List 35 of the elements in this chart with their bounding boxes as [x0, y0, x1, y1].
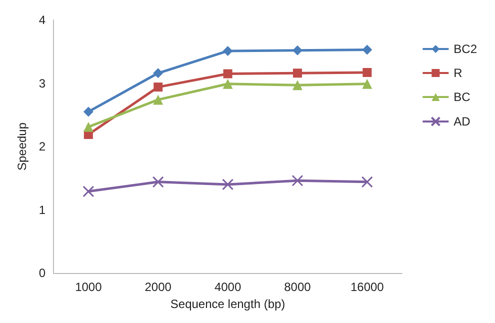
point: [292, 80, 302, 90]
point: [222, 178, 234, 190]
point: [222, 46, 233, 56]
point: [292, 174, 304, 186]
point: [83, 122, 94, 132]
y-tick-label: 0: [38, 266, 46, 280]
point: [292, 68, 302, 78]
point: [82, 186, 94, 198]
point: [223, 69, 232, 78]
legend-label: BC: [454, 90, 471, 104]
x-tick-label: 4000: [214, 280, 242, 294]
y-axis-title: Speedup: [15, 122, 29, 171]
x-tick-label: 1000: [75, 280, 102, 294]
y-tick-label: 3: [38, 76, 46, 90]
point: [362, 44, 372, 55]
x-tick-label: 16000: [350, 280, 384, 294]
legend-label: AD: [454, 114, 471, 128]
y-tick-label: 1: [38, 202, 46, 217]
y-tick-label: 4: [38, 13, 46, 27]
point: [152, 176, 164, 188]
point: [83, 106, 94, 117]
point: [361, 176, 373, 188]
x-tick-label: 2000: [144, 280, 172, 294]
point: [154, 82, 163, 92]
y-tick-label: 2: [38, 140, 46, 154]
legend-label: BC2: [454, 42, 478, 56]
point: [153, 94, 164, 105]
point: [153, 68, 164, 78]
point: [292, 45, 302, 56]
point: [222, 78, 233, 89]
point: [362, 78, 372, 89]
point: [362, 68, 372, 77]
x-tick-label: 8000: [284, 280, 312, 294]
legend-label: R: [454, 66, 463, 80]
x-axis-title: Sequence length (bp): [170, 297, 286, 311]
